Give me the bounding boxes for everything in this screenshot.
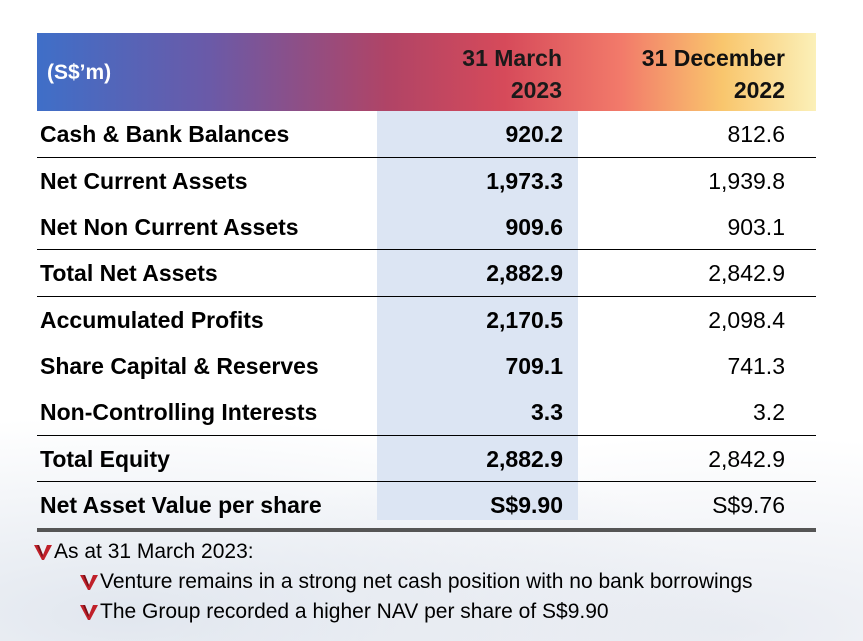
value-2022: 903.1 bbox=[727, 213, 785, 240]
row-label: Accumulated Profits bbox=[40, 307, 264, 334]
column-header-2023-line2: 2023 bbox=[510, 77, 562, 103]
column-header-2022: 31 December 2022 bbox=[565, 42, 785, 106]
row-label: Cash & Bank Balances bbox=[40, 121, 290, 147]
column-header-2023-line1: 31 March bbox=[462, 45, 562, 71]
table-row: Total Equity 2,882.9 2,842.9 bbox=[37, 434, 816, 482]
row-label: Non-Controlling Interests bbox=[40, 398, 318, 425]
balance-sheet-table: (S$’m) 31 March 2023 31 December 2022 Ca… bbox=[37, 33, 816, 533]
table-body: Cash & Bank Balances 920.2 812.6 Net Cur… bbox=[37, 111, 816, 528]
table-row: Net Current Assets 1,973.3 1,939.8 bbox=[37, 156, 816, 204]
value-2022: 2,098.4 bbox=[708, 307, 785, 334]
table-row: Share Capital & Reserves 709.1 741.3 bbox=[37, 343, 816, 389]
value-2023: 909.6 bbox=[505, 213, 563, 240]
row-label: Total Net Assets bbox=[40, 260, 218, 287]
table-row: Cash & Bank Balances 920.2 812.6 bbox=[37, 111, 816, 157]
value-2022: S$9.76 bbox=[712, 492, 785, 519]
table-row: Accumulated Profits 2,170.5 2,098.4 bbox=[37, 296, 816, 343]
table-row: Net Asset Value per share S$9.90 S$9.76 bbox=[37, 481, 816, 528]
value-2023: 2,170.5 bbox=[486, 307, 563, 334]
value-2022: 741.3 bbox=[727, 352, 785, 379]
value-2023: 709.1 bbox=[505, 352, 563, 379]
value-2023: 920.2 bbox=[505, 121, 563, 147]
value-2023: S$9.90 bbox=[490, 492, 563, 519]
value-2022: 2,842.9 bbox=[708, 260, 785, 287]
row-label: Net Asset Value per share bbox=[40, 492, 322, 519]
row-label: Net Non Current Assets bbox=[40, 213, 299, 240]
table-row: Net Non Current Assets 909.6 903.1 bbox=[37, 204, 816, 250]
column-header-2022-line2: 2022 bbox=[733, 77, 785, 103]
note-heading-item: As at 31 March 2023: bbox=[34, 540, 753, 570]
row-label: Total Equity bbox=[40, 445, 170, 472]
unit-label: (S$’m) bbox=[47, 61, 112, 84]
column-header-2022-line1: 31 December bbox=[641, 45, 785, 71]
column-header-2023: 31 March 2023 bbox=[362, 42, 562, 106]
highlight-column-2023 bbox=[377, 111, 578, 520]
note-item: Venture remains in a strong net cash pos… bbox=[34, 570, 753, 600]
value-2023: 1,973.3 bbox=[486, 167, 563, 194]
table-header: (S$’m) 31 March 2023 31 December 2022 bbox=[37, 33, 816, 111]
v-logo-bullet-icon bbox=[34, 545, 52, 560]
value-2022: 2,842.9 bbox=[708, 445, 785, 472]
value-2023: 2,882.9 bbox=[486, 260, 563, 287]
value-2022: 1,939.8 bbox=[708, 167, 785, 194]
note-text: The Group recorded a higher NAV per shar… bbox=[100, 600, 609, 623]
table-row: Non-Controlling Interests 3.3 3.2 bbox=[37, 389, 816, 435]
row-label: Share Capital & Reserves bbox=[40, 352, 319, 379]
note-text: Venture remains in a strong net cash pos… bbox=[100, 570, 753, 593]
table-row: Total Net Assets 2,882.9 2,842.9 bbox=[37, 249, 816, 296]
v-logo-bullet-icon bbox=[80, 605, 98, 620]
value-2022: 3.2 bbox=[753, 398, 785, 425]
value-2023: 2,882.9 bbox=[486, 445, 563, 472]
notes-list: As at 31 March 2023: Venture remains in … bbox=[34, 540, 753, 630]
v-logo-bullet-icon bbox=[80, 575, 98, 590]
value-2023: 3.3 bbox=[531, 398, 563, 425]
row-label: Net Current Assets bbox=[40, 167, 248, 194]
note-heading: As at 31 March 2023: bbox=[54, 540, 254, 563]
table-bottom-rule bbox=[37, 528, 816, 533]
value-2022: 812.6 bbox=[727, 121, 785, 147]
note-item: The Group recorded a higher NAV per shar… bbox=[34, 600, 753, 630]
